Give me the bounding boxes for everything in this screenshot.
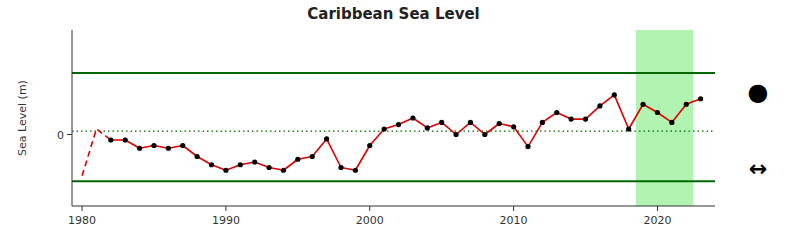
x-axis-line: [72, 206, 715, 207]
series-line: [82, 129, 111, 176]
data-point: [108, 137, 113, 142]
annotation: ↔: [749, 156, 767, 181]
data-point: [453, 132, 458, 137]
data-point: [338, 165, 343, 170]
data-point: [295, 157, 300, 162]
data-point: [180, 143, 185, 148]
data-point: [554, 110, 559, 115]
chart: 1980 1990 2000 2010 2020 0 Caribbean Sea Level…: [0, 0, 800, 240]
data-point: [511, 124, 516, 129]
data-point: [223, 168, 228, 173]
data-point: [238, 162, 243, 167]
data-point: [367, 143, 372, 148]
x-tick: [657, 206, 658, 211]
series-line: [111, 95, 701, 170]
x-tick: [225, 206, 226, 211]
data-point: [410, 115, 415, 120]
data-point: [425, 125, 430, 130]
data-point: [252, 159, 257, 164]
data-point: [353, 168, 358, 173]
data-point: [482, 132, 487, 137]
data-point: [281, 168, 286, 173]
data-point: [266, 165, 271, 170]
reference-line: [72, 72, 715, 74]
data-point: [684, 102, 689, 107]
reference-line: [72, 180, 715, 182]
title: Caribbean Sea Level: [307, 5, 480, 23]
x-tick-label: 1990: [212, 214, 240, 227]
data-point: [310, 154, 315, 159]
data-point: [123, 137, 128, 142]
data-point: [626, 126, 631, 131]
plot-area: [72, 30, 715, 206]
y-axis-label: Sea Level (m): [16, 80, 29, 156]
y-axis-line: [72, 30, 73, 206]
x-tick-label: 2000: [356, 214, 384, 227]
data-point: [396, 122, 401, 127]
x-tick: [513, 206, 514, 211]
data-point: [439, 120, 444, 125]
data-point: [166, 146, 171, 151]
data-point: [382, 126, 387, 131]
data-point: [569, 117, 574, 122]
data-point: [525, 144, 530, 149]
data-point: [497, 121, 502, 126]
data-point: [468, 120, 473, 125]
y-tick-label: 0: [57, 129, 64, 142]
y-tick: [67, 134, 72, 135]
data-point: [324, 136, 329, 141]
data-point: [640, 102, 645, 107]
reference-line: [72, 131, 715, 132]
data-point: [583, 117, 588, 122]
x-tick-label: 2020: [643, 214, 671, 227]
data-point: [209, 162, 214, 167]
data-point: [698, 96, 703, 101]
axes: 1980 1990 2000 2010 2020 0: [57, 30, 715, 227]
data-point: [151, 143, 156, 148]
x-tick: [369, 206, 370, 211]
x-tick-label: 1980: [68, 214, 96, 227]
x-tick: [82, 206, 83, 211]
data-point: [669, 120, 674, 125]
data-point: [540, 120, 545, 125]
data-point: [195, 154, 200, 159]
annotation: ●: [748, 78, 769, 106]
x-tick-label: 2010: [500, 214, 528, 227]
data-point: [612, 92, 617, 97]
data-point: [597, 103, 602, 108]
data-point: [655, 110, 660, 115]
data-point: [137, 146, 142, 151]
